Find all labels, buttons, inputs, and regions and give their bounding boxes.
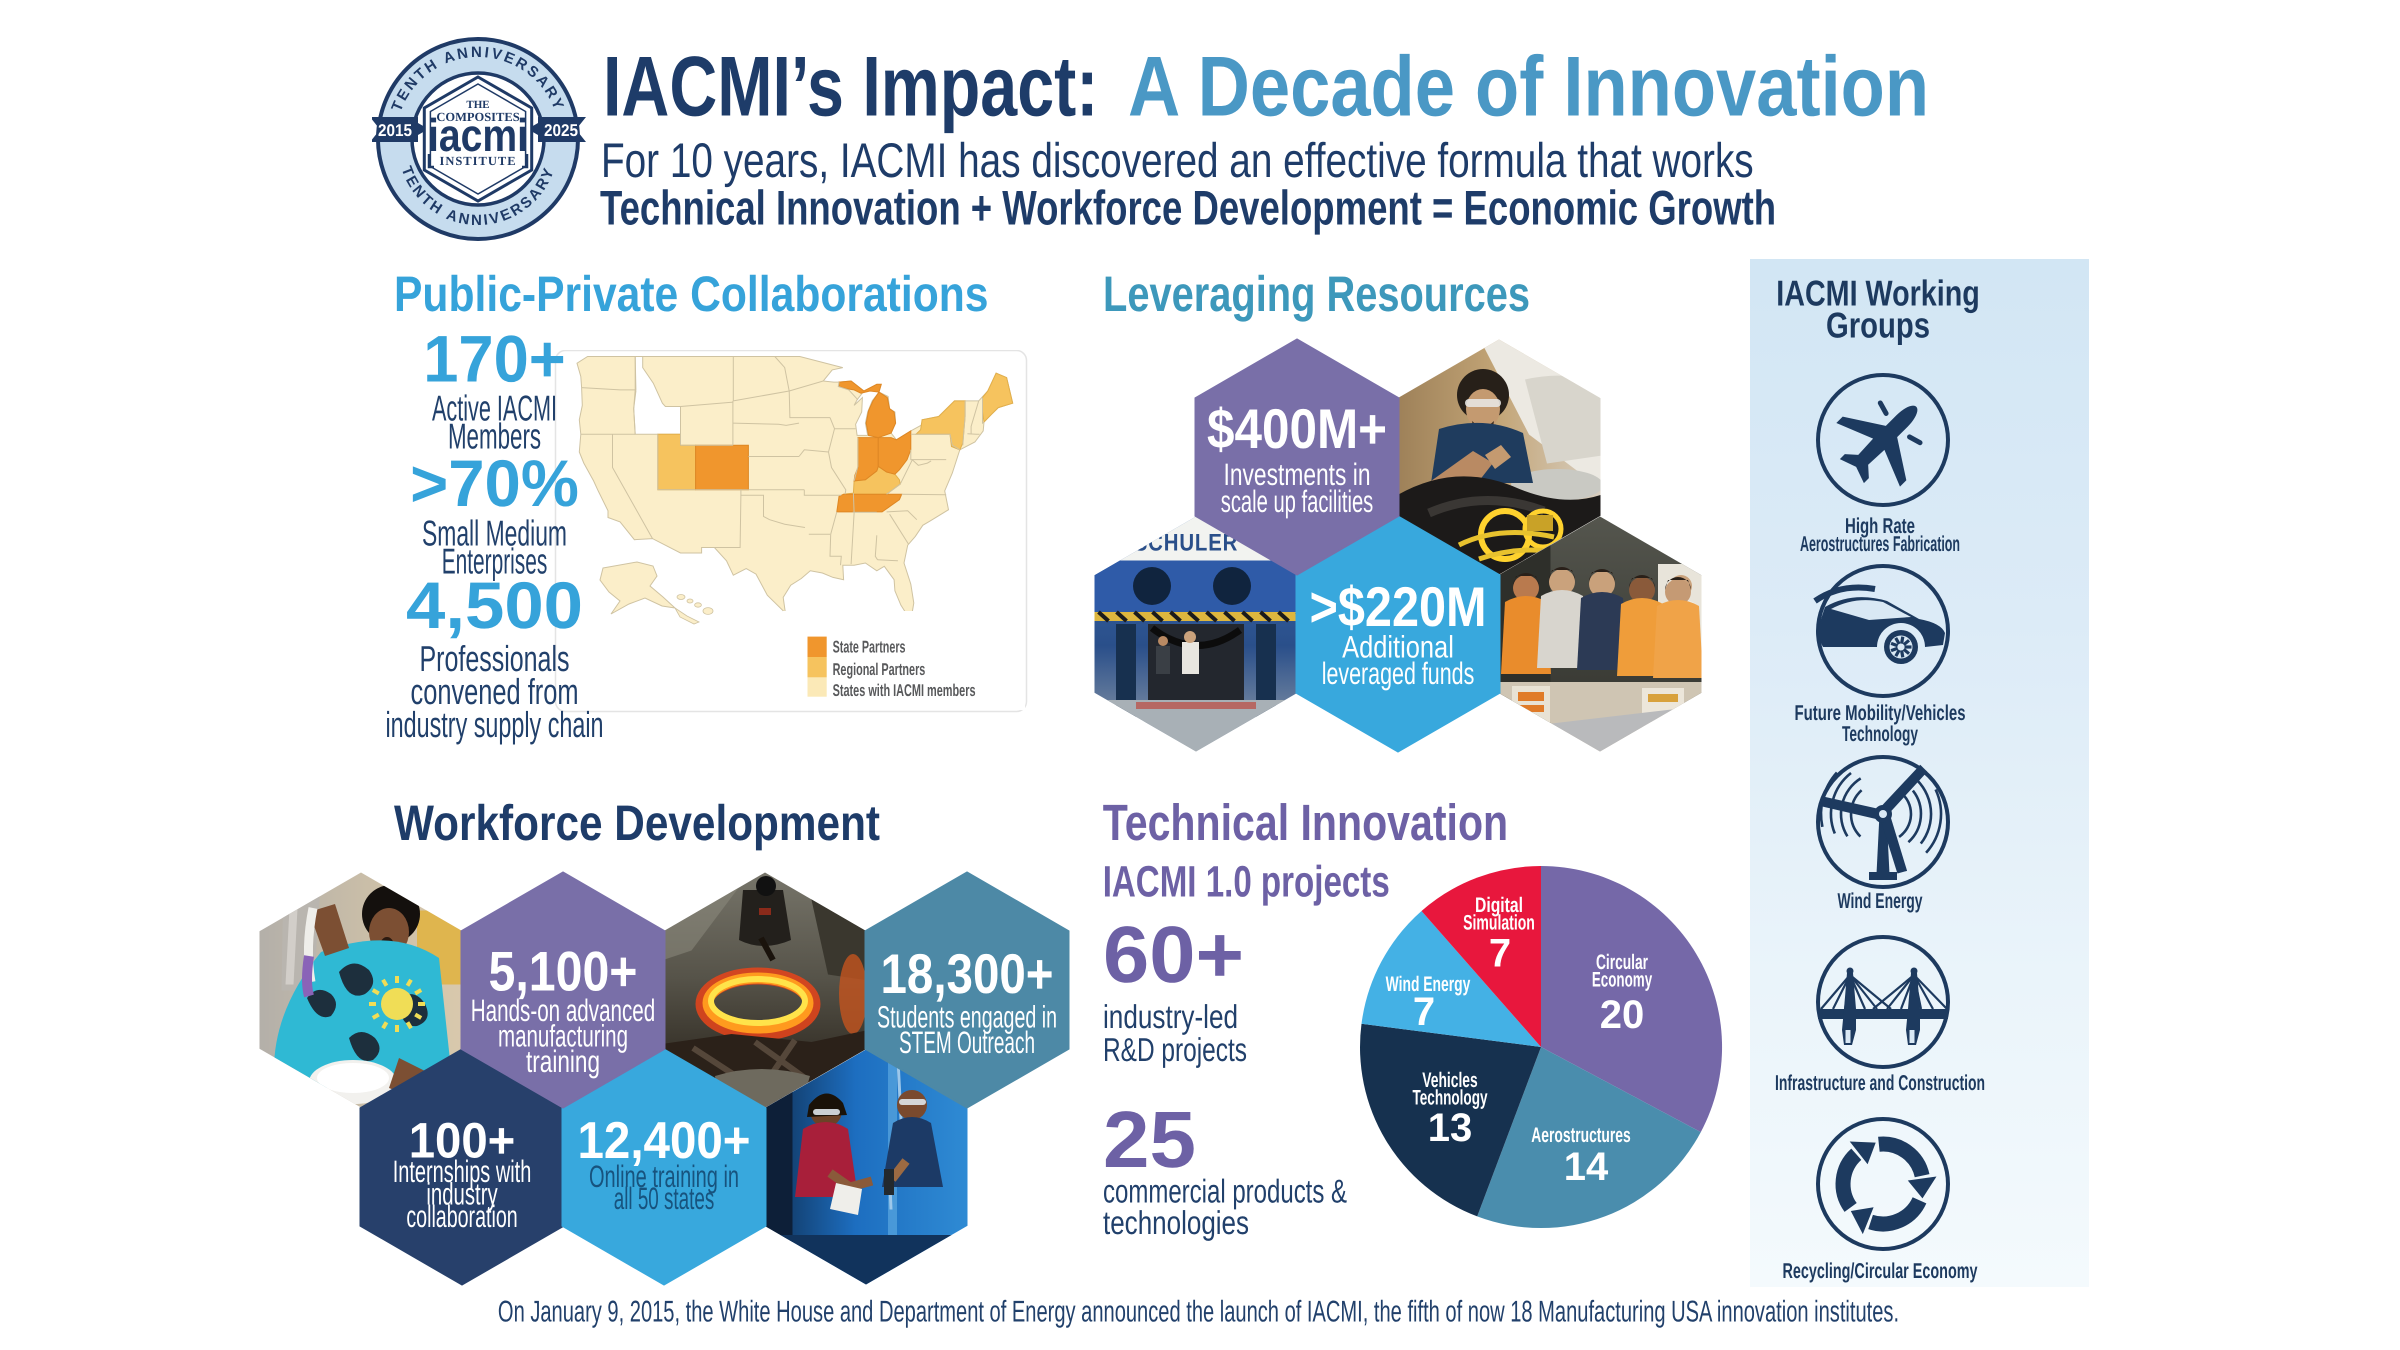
svg-text:$400M+: $400M+ — [1207, 397, 1387, 460]
svg-text:Additional: Additional — [1342, 630, 1454, 665]
svg-text:On January 9, 2015, the White: On January 9, 2015, the White House and … — [498, 1296, 1899, 1329]
svg-text:>$220M: >$220M — [1309, 575, 1486, 638]
svg-text:14: 14 — [1564, 1145, 1609, 1189]
svg-text:A Decade of Innovation: A Decade of Innovation — [1128, 39, 1929, 134]
svg-text:R&D projects: R&D projects — [1103, 1031, 1247, 1068]
svg-text:Technical Innovation: Technical Innovation — [1103, 794, 1508, 851]
svg-text:20: 20 — [1600, 993, 1645, 1037]
svg-text:industry supply chain: industry supply chain — [385, 704, 603, 745]
svg-text:Recycling/Circular Economy: Recycling/Circular Economy — [1782, 1259, 1977, 1283]
svg-text:INSTITUTE: INSTITUTE — [439, 154, 516, 168]
svg-text:training: training — [526, 1044, 600, 1079]
svg-text:manufacturing: manufacturing — [498, 1019, 628, 1054]
svg-text:Students engaged in: Students engaged in — [877, 1000, 1057, 1035]
svg-text:Digital: Digital — [1475, 894, 1523, 917]
svg-text:60+: 60+ — [1103, 910, 1244, 999]
svg-text:Public-Private Collaborations: Public-Private Collaborations — [394, 266, 989, 322]
svg-text:Infrastructure and Constructio: Infrastructure and Construction — [1775, 1071, 1985, 1095]
svg-text:25: 25 — [1103, 1095, 1196, 1184]
svg-text:Wind Energy: Wind Energy — [1837, 889, 1922, 913]
svg-text:States with IACMI members: States with IACMI members — [833, 681, 976, 700]
svg-text:Small Medium: Small Medium — [422, 513, 567, 554]
svg-text:Online training in: Online training in — [589, 1159, 739, 1194]
svg-text:IACMI’s Impact:: IACMI’s Impact: — [603, 39, 1098, 134]
svg-text:Enterprises: Enterprises — [442, 540, 548, 581]
svg-text:170+: 170+ — [423, 322, 566, 396]
svg-text:Aerostructures Fabrication: Aerostructures Fabrication — [1800, 532, 1960, 556]
svg-text:2025: 2025 — [544, 121, 578, 140]
svg-text:Simulation: Simulation — [1463, 912, 1535, 935]
svg-text:industry: industry — [426, 1177, 498, 1212]
svg-text:12,400+: 12,400+ — [577, 1112, 750, 1170]
svg-text:Future Mobility/Vehicles: Future Mobility/Vehicles — [1794, 701, 1965, 725]
svg-text:Active IACMI: Active IACMI — [432, 388, 557, 429]
svg-text:Groups: Groups — [1826, 305, 1930, 346]
svg-text:High Rate: High Rate — [1845, 514, 1915, 538]
svg-text:Members: Members — [448, 415, 541, 456]
svg-text:commercial products &: commercial products & — [1103, 1173, 1347, 1210]
svg-text:Regional Partners: Regional Partners — [833, 660, 926, 679]
svg-text:Economy: Economy — [1592, 969, 1653, 992]
svg-text:Technical Innovation + Workfor: Technical Innovation + Workforce Develop… — [600, 181, 1776, 235]
svg-text:convened from: convened from — [410, 671, 578, 712]
svg-text:scale up facilities: scale up facilities — [1221, 484, 1374, 519]
svg-text:Technology: Technology — [1412, 1087, 1487, 1110]
svg-text:18,300+: 18,300+ — [880, 942, 1053, 1005]
svg-text:Circular: Circular — [1596, 951, 1648, 974]
svg-text:technologies: technologies — [1103, 1204, 1249, 1241]
svg-text:COMPOSITES: COMPOSITES — [436, 110, 519, 124]
svg-text:industry-led: industry-led — [1103, 998, 1238, 1035]
svg-text:IACMI Working: IACMI Working — [1776, 273, 1980, 314]
svg-text:leveraged funds: leveraged funds — [1322, 656, 1475, 691]
svg-text:7: 7 — [1413, 990, 1435, 1034]
svg-text:Professionals: Professionals — [419, 638, 569, 679]
svg-text:7: 7 — [1489, 932, 1511, 976]
svg-text:State Partners: State Partners — [833, 637, 906, 656]
svg-text:IACMI 1.0 projects: IACMI 1.0 projects — [1103, 858, 1390, 907]
svg-text:Workforce Development: Workforce Development — [394, 795, 880, 851]
svg-text:Technology: Technology — [1842, 722, 1918, 746]
svg-text:13: 13 — [1428, 1106, 1473, 1150]
svg-text:4,500: 4,500 — [406, 568, 583, 642]
svg-text:STEM Outreach: STEM Outreach — [899, 1025, 1035, 1060]
svg-text:Vehicles: Vehicles — [1422, 1069, 1477, 1092]
svg-text:100+: 100+ — [409, 1113, 516, 1169]
svg-text:all 50 states: all 50 states — [614, 1181, 715, 1216]
svg-text:Hands-on advanced: Hands-on advanced — [471, 993, 655, 1028]
svg-text:Aerostructures: Aerostructures — [1531, 1124, 1630, 1147]
svg-text:Leveraging Resources: Leveraging Resources — [1103, 266, 1530, 322]
svg-text:iacmi: iacmi — [428, 109, 528, 161]
svg-text:THE: THE — [466, 99, 489, 111]
svg-text:2015: 2015 — [378, 121, 412, 140]
svg-text:>70%: >70% — [410, 446, 579, 520]
svg-text:collaboration: collaboration — [406, 1199, 517, 1234]
svg-text:For 10 years, IACMI has discov: For 10 years, IACMI has discovered an ef… — [601, 134, 1754, 188]
svg-text:5,100+: 5,100+ — [488, 940, 637, 1003]
svg-text:Internships with: Internships with — [393, 1154, 532, 1189]
svg-text:Investments in: Investments in — [1223, 457, 1370, 492]
svg-text:Wind Energy: Wind Energy — [1386, 973, 1471, 996]
